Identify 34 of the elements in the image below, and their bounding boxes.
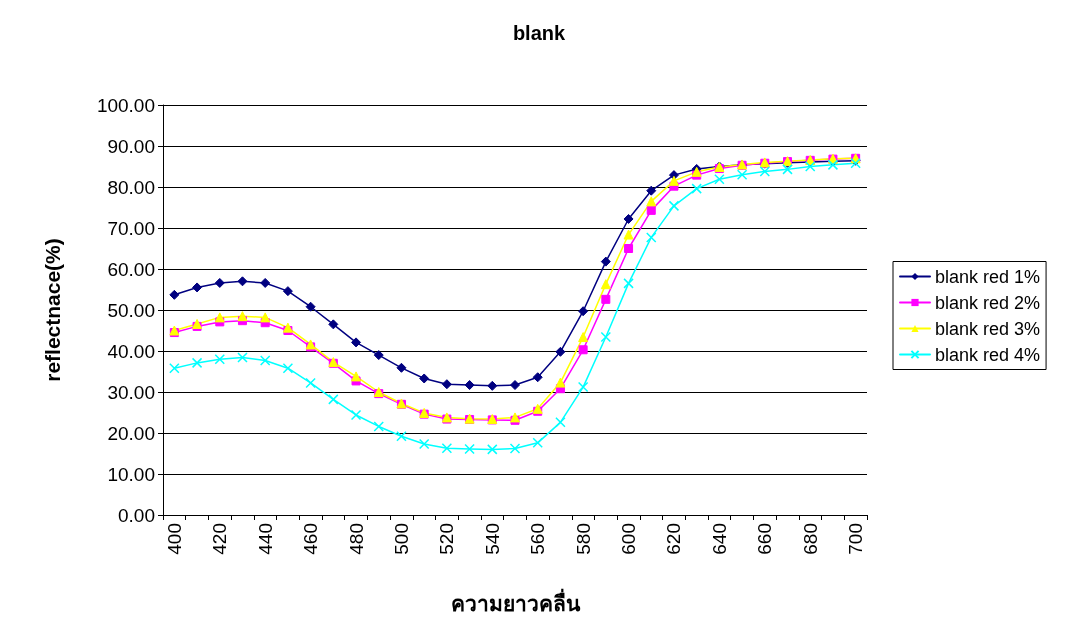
x-tick-label: 600 <box>618 523 640 555</box>
y-tick-label: 10.00 <box>107 463 155 485</box>
y-tick-label: 0.00 <box>118 504 155 526</box>
x-tick-label: 560 <box>527 523 549 555</box>
y-tick-label: 90.00 <box>107 135 155 157</box>
x-tick-label: 540 <box>481 523 503 555</box>
x-tick-label: 580 <box>572 523 594 555</box>
chart-title: blank <box>512 22 566 44</box>
y-tick-label: 20.00 <box>107 422 155 444</box>
x-tick-label: 520 <box>436 523 458 555</box>
legend-label: blank red 2% <box>935 292 1041 313</box>
x-tick-label: 660 <box>754 523 776 555</box>
x-tick-label: 700 <box>845 523 867 555</box>
x-tick-label: 440 <box>254 523 276 555</box>
x-tick-label: 480 <box>345 523 367 555</box>
x-tick-label: 620 <box>663 523 685 555</box>
y-tick-label: 100.00 <box>96 94 155 116</box>
x-tick-label: 500 <box>390 523 412 555</box>
x-axis-title: ความยาวคลื่น <box>450 588 581 615</box>
y-tick-label: 80.00 <box>107 176 155 198</box>
legend-label: blank red 3% <box>935 318 1041 339</box>
y-tick-label: 50.00 <box>107 299 155 321</box>
legend-label: blank red 1% <box>935 266 1041 287</box>
y-tick-label: 60.00 <box>107 258 155 280</box>
y-axis-title: reflectnace(%) <box>41 238 64 382</box>
x-tick-label: 420 <box>209 523 231 555</box>
y-tick-label: 30.00 <box>107 381 155 403</box>
y-tick-label: 70.00 <box>107 217 155 239</box>
x-tick-label: 460 <box>300 523 322 555</box>
x-tick-label: 640 <box>708 523 730 555</box>
y-tick-label: 40.00 <box>107 340 155 362</box>
x-tick-label: 400 <box>163 523 185 555</box>
x-tick-label: 680 <box>799 523 821 555</box>
legend-label: blank red 4% <box>935 344 1041 365</box>
